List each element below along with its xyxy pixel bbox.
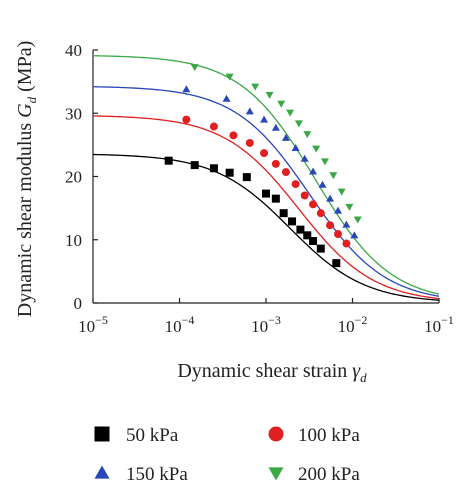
data-points [164,64,362,268]
data-point [326,221,335,230]
y-tick-label: 30 [65,104,82,123]
data-point [291,144,300,152]
y-tick-label: 10 [65,231,82,250]
data-point [279,209,288,218]
data-point [342,220,351,228]
data-point [245,107,254,115]
data-point [303,231,312,240]
data-point [286,109,295,117]
tick-labels: 0 10 20 30 40 10−5 10−4 10−3 10−2 10−1 [65,41,454,336]
legend-marker [94,465,110,479]
y-tick-label: 40 [65,41,82,60]
data-point [271,123,280,131]
data-point [281,133,290,141]
legend: 50 kPa 100 kPa 150 kPa 200 kPa [94,425,360,485]
x-tick-label: 10−3 [251,313,281,336]
legend-label: 200 kPa [298,464,360,485]
data-point [309,167,318,175]
legend-marker [268,426,284,442]
x-tick-label: 10−1 [424,313,454,336]
data-point [326,194,335,202]
data-point [209,122,218,131]
data-point [190,161,199,170]
data-point [288,217,297,226]
data-point [281,168,290,177]
data-point [190,64,199,72]
data-point [209,164,218,173]
data-point [316,244,325,253]
fit-curve [92,115,440,300]
y-tick-label: 0 [74,294,83,313]
data-point [303,131,312,139]
data-point [262,189,270,198]
data-point [164,156,173,165]
x-axis-title: Dynamic shear strain γd [177,360,367,385]
fit-curve [92,153,440,301]
legend-marker [268,467,284,481]
data-point [342,239,351,248]
legend-label: 100 kPa [298,425,360,446]
data-point [353,216,362,224]
data-point [277,100,286,108]
axes [92,49,440,304]
data-point [316,209,325,218]
data-point [260,115,269,123]
data-point [182,85,191,93]
data-point [260,149,269,158]
data-point [225,168,234,177]
legend-marker [94,426,110,442]
data-point [296,225,305,234]
data-point [337,188,346,196]
x-tick-label: 10−4 [165,313,195,336]
data-point [271,159,280,168]
legend-label: 150 kPa [126,464,188,485]
y-tick-label: 20 [65,168,82,187]
data-point [222,94,231,102]
data-point [329,172,338,180]
data-point [242,173,251,182]
data-point [291,180,300,189]
data-point [294,120,303,128]
y-axis-title: Dynamic shear modulus Gd (MPa) [14,41,39,317]
data-point [251,83,260,91]
x-tick-label: 10−5 [78,313,108,336]
data-point [245,138,254,147]
fit-curves [92,55,440,301]
data-point [309,200,318,209]
x-tick-label: 10−2 [338,313,368,336]
data-point [300,154,309,162]
data-point [332,259,341,268]
data-point [229,131,238,140]
data-point [312,145,321,153]
fit-curve [92,55,440,295]
data-point [182,115,191,124]
data-point [300,191,309,200]
data-point [350,231,359,239]
fit-curve [92,86,440,297]
data-point [309,237,318,246]
data-point [225,73,234,81]
data-point [345,203,354,211]
data-point [265,91,274,99]
data-point [318,180,327,188]
data-point [320,158,329,166]
data-point [334,230,343,239]
data-point [334,206,343,214]
legend-label: 50 kPa [126,425,179,446]
data-point [271,194,280,203]
